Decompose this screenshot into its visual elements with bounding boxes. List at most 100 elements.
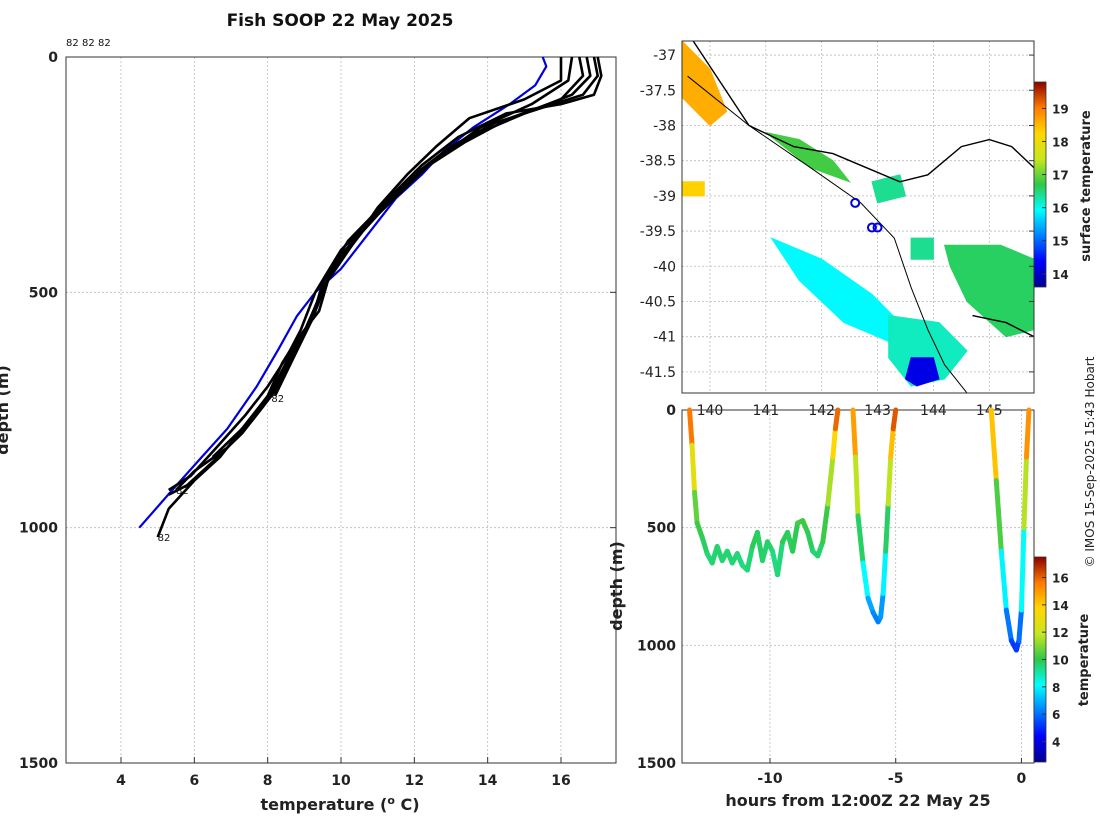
section-dive-segment <box>692 489 700 526</box>
map-xtick-label: 141 <box>752 403 779 419</box>
section-xtick-label: -5 <box>888 771 904 787</box>
profile-ytick-label: 500 <box>29 285 58 301</box>
section-colorbar-tick-label: 16 <box>1052 572 1069 586</box>
section-colorbar-tick-label: 12 <box>1052 626 1069 640</box>
section-dive-segment <box>860 560 871 601</box>
map-ytick-label: -41 <box>653 330 676 346</box>
section-dive-segment <box>890 407 899 432</box>
profile-grid <box>66 56 616 764</box>
map-xtick-label: 144 <box>920 403 947 419</box>
section-dive-segment <box>805 529 816 554</box>
profile-ticks: 4 6 8 10 12 14 16 0 500 1000 1500 <box>19 50 616 789</box>
profile-line-profile-3 <box>167 56 592 492</box>
map-colorbar-tick-label: 16 <box>1052 202 1069 216</box>
profile-line-profile-1 <box>156 56 603 538</box>
section-dive-segment <box>993 478 1004 554</box>
map-shelf-line <box>687 75 968 393</box>
profile-line-profile-6 <box>273 57 563 397</box>
profile-xtick-label: 10 <box>331 773 351 789</box>
section-dive-segment <box>825 454 836 507</box>
map-ytick-label: -40 <box>653 259 676 275</box>
profile-point-label: 82 <box>176 486 189 497</box>
map-colorbar-ticks: 14 15 16 17 18 19 <box>1042 102 1069 282</box>
map-colorbar-tick-label: 17 <box>1052 169 1069 183</box>
section-ylabel: depth (m) <box>607 541 626 631</box>
map-ticks: 140141142143144145-37-37.5-38-38.5-39-39… <box>640 48 1034 419</box>
section-dive-segment <box>775 539 786 578</box>
page-title: Fish SOOP 22 May 2025 <box>227 11 454 31</box>
section-dive-segment <box>689 442 698 495</box>
profile-top-labels: 82 82 82 <box>66 38 111 49</box>
profile-top-label: 82 <box>98 38 111 49</box>
section-dive-segment <box>1003 607 1014 644</box>
section-dive-segment <box>1021 454 1029 531</box>
profile-xlabel: temperature (o C) <box>260 794 419 814</box>
section-colorbar-tick-label: 4 <box>1052 736 1060 750</box>
section-dive-segment <box>1023 407 1032 460</box>
map-sst-patch <box>682 181 705 197</box>
section-dive-segment <box>880 548 889 597</box>
map-track-point <box>850 197 861 208</box>
map-ytick-label: -39.5 <box>640 224 676 240</box>
credit-text: © IMOS 15-Sep-2025 15:43 Hobart <box>1083 356 1097 567</box>
profile-xtick-label: 14 <box>478 773 498 789</box>
map-xtick-label: 142 <box>808 403 835 419</box>
section-panel: -10 -5 0 0 500 1000 1500 hours from 12:00Z 22 … <box>607 403 1092 810</box>
section-dive-segment <box>852 454 861 519</box>
profile-xtick-label: 16 <box>551 773 570 789</box>
map-sst-patch <box>904 357 940 387</box>
section-dive-segment <box>988 407 999 484</box>
section-colorbar-tick-label: 10 <box>1052 654 1069 668</box>
section-colorbar-label: temperature <box>1077 614 1092 707</box>
map-sst-patch <box>765 132 852 183</box>
profile-series-group <box>138 56 603 538</box>
profile-point-labels: 82 82 82 <box>158 394 284 544</box>
map-track-point <box>866 222 877 233</box>
section-dots <box>687 407 1032 653</box>
map-colorbar-tick-label: 19 <box>1052 102 1069 116</box>
map-track-point <box>872 222 883 233</box>
map-sst-patch <box>910 237 934 260</box>
map-ytick-label: -41.5 <box>640 365 676 381</box>
map-coastline <box>692 41 1034 183</box>
profile-ytick-label: 1500 <box>19 756 58 772</box>
map-colorbar <box>1033 81 1047 288</box>
section-dive-segment <box>820 501 831 545</box>
map-background <box>682 41 1034 393</box>
map-ytick-label: -39 <box>653 189 676 205</box>
section-ytick-label: 1500 <box>637 756 676 772</box>
map-ytick-label: -38.5 <box>640 154 676 170</box>
section-colorbar-tick-label: 14 <box>1052 599 1069 613</box>
profile-line-profile-4 <box>175 56 585 491</box>
section-dive-segment <box>687 407 695 448</box>
section-colorbar-tick-label: 8 <box>1052 681 1060 695</box>
map-ytick-label: -37.5 <box>640 83 676 99</box>
map-tasmania-outline <box>972 314 1034 338</box>
section-dive-segment <box>850 407 858 460</box>
section-dive-segment <box>790 520 801 554</box>
map-xtick-label: 140 <box>697 403 724 419</box>
profile-top-label: 82 <box>82 38 95 49</box>
section-ticks: -10 -5 0 0 500 1000 1500 <box>637 403 1027 787</box>
section-dive-segment <box>888 426 896 460</box>
section-dive-segment <box>878 591 886 620</box>
section-dive-segment <box>830 426 838 460</box>
map-ytick-label: -40.5 <box>640 294 676 310</box>
profile-point-label: 82 <box>271 394 284 405</box>
section-xtick-label: 0 <box>1017 771 1027 787</box>
section-dive-segment <box>744 543 755 573</box>
map-ytick-label: -38 <box>653 118 676 134</box>
section-colorbar-tick-label: 6 <box>1052 708 1060 722</box>
section-ytick-label: 1000 <box>637 638 676 654</box>
section-ytick-label: 0 <box>666 403 676 419</box>
section-dive-segment <box>832 407 841 432</box>
section-colorbar-ticks: 4 6 8 10 12 14 16 <box>1042 572 1069 750</box>
profile-xtick-label: 8 <box>263 773 273 789</box>
profile-ytick-label: 0 <box>48 50 58 66</box>
section-dive-segment <box>1016 607 1024 644</box>
section-dive-segment <box>998 548 1009 613</box>
profile-xtick-label: 6 <box>189 773 199 789</box>
profile-ylabel: depth (m) <box>0 365 12 455</box>
